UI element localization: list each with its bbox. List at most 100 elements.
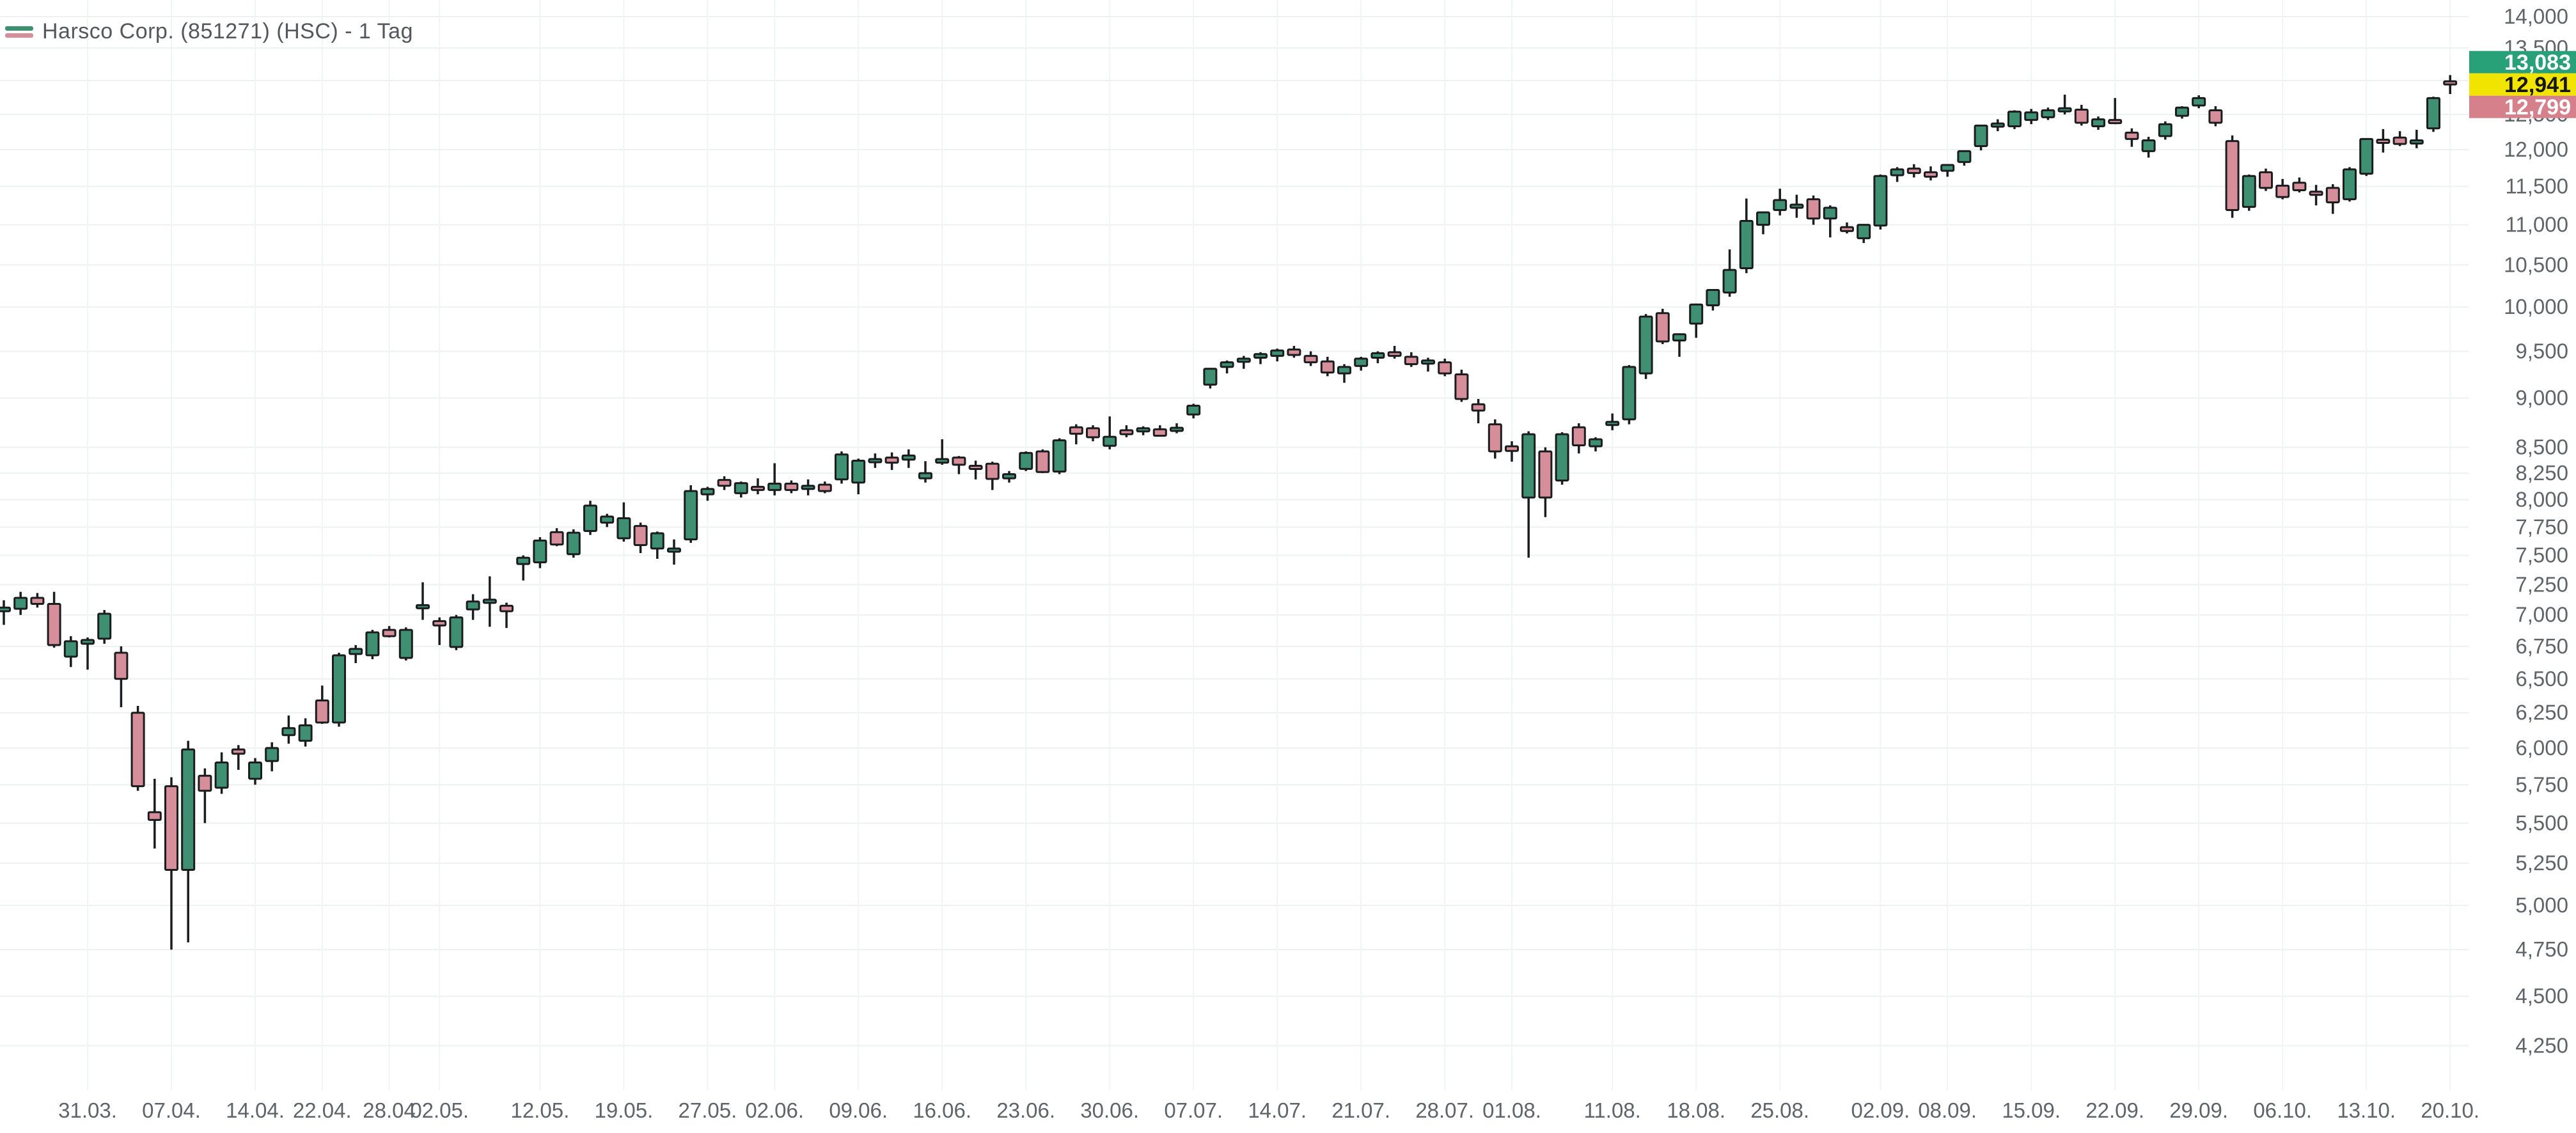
candlestick[interactable]	[1320, 357, 1335, 377]
candlestick[interactable]	[114, 646, 129, 708]
candlestick[interactable]	[918, 461, 932, 483]
candlestick[interactable]	[2426, 97, 2440, 132]
candlestick[interactable]	[1370, 351, 1385, 364]
candlestick[interactable]	[801, 479, 815, 496]
candlestick[interactable]	[1924, 166, 1938, 181]
candlestick[interactable]	[1052, 438, 1067, 474]
candlestick[interactable]	[2192, 95, 2206, 109]
candlestick[interactable]	[0, 600, 11, 625]
candlestick[interactable]	[1287, 345, 1301, 358]
candlestick[interactable]	[784, 480, 799, 494]
candlestick[interactable]	[1622, 364, 1637, 425]
candlestick[interactable]	[1035, 449, 1050, 473]
candlestick[interactable]	[700, 487, 715, 501]
candlestick[interactable]	[2041, 107, 2055, 120]
candlestick[interactable]	[2141, 137, 2156, 158]
candlestick[interactable]	[332, 652, 346, 727]
candlestick[interactable]	[2175, 106, 2189, 119]
candlestick[interactable]	[1555, 432, 1569, 485]
candlestick[interactable]	[985, 462, 1000, 490]
candlestick[interactable]	[1086, 425, 1100, 442]
candlestick[interactable]	[2024, 109, 2039, 125]
candlestick[interactable]	[1170, 423, 1184, 434]
candlestick[interactable]	[868, 453, 883, 468]
candlestick[interactable]	[1789, 194, 1804, 218]
candlestick[interactable]	[432, 617, 447, 645]
candlestick[interactable]	[2376, 129, 2391, 153]
candlestick[interactable]	[1103, 416, 1117, 449]
candlestick[interactable]	[734, 481, 748, 498]
candlestick[interactable]	[901, 449, 916, 468]
candlestick[interactable]	[1521, 431, 1536, 558]
candlestick[interactable]	[1873, 174, 1888, 230]
candlestick[interactable]	[2057, 95, 2072, 114]
candlestick[interactable]	[1571, 423, 1586, 454]
candlestick[interactable]	[482, 576, 497, 627]
candlestick[interactable]	[583, 501, 597, 535]
candlestick[interactable]	[767, 463, 782, 496]
candlestick[interactable]	[1940, 164, 1955, 177]
candlestick[interactable]	[1152, 425, 1167, 437]
candlestick[interactable]	[2309, 185, 2323, 206]
candlestick[interactable]	[1002, 471, 1016, 483]
candlestick[interactable]	[667, 539, 681, 565]
candlestick[interactable]	[1840, 222, 1854, 234]
candlestick[interactable]	[533, 537, 547, 568]
candlestick[interactable]	[2409, 129, 2424, 148]
candlestick[interactable]	[198, 768, 212, 824]
candlestick[interactable]	[935, 439, 950, 465]
candlestick[interactable]	[499, 602, 514, 629]
candlestick[interactable]	[382, 626, 397, 637]
candlestick[interactable]	[1270, 348, 1285, 362]
candlestick[interactable]	[884, 452, 899, 471]
candlestick[interactable]	[1655, 308, 1670, 345]
candlestick[interactable]	[1906, 164, 1921, 178]
candlestick[interactable]	[1538, 447, 1553, 517]
candlestick[interactable]	[1203, 368, 1218, 389]
candlestick[interactable]	[1337, 364, 1351, 383]
candlestick[interactable]	[2275, 178, 2290, 199]
candlestick[interactable]	[1638, 314, 1653, 379]
candlestick[interactable]	[817, 481, 832, 494]
candlestick[interactable]	[1119, 425, 1134, 437]
candlestick[interactable]	[2359, 137, 2374, 176]
candlestick[interactable]	[2158, 121, 2172, 140]
candlestick[interactable]	[2259, 168, 2273, 191]
candlestick[interactable]	[600, 513, 615, 527]
candlestick[interactable]	[1303, 351, 1318, 366]
candlestick[interactable]	[281, 715, 296, 744]
candlestick[interactable]	[248, 758, 262, 785]
candlestick[interactable]	[1773, 189, 1787, 215]
candlestick[interactable]	[466, 594, 480, 620]
candlestick[interactable]	[1689, 303, 1704, 338]
candlestick[interactable]	[1890, 167, 1905, 182]
candlestick[interactable]	[2225, 135, 2240, 218]
candlestick[interactable]	[835, 451, 849, 484]
candlestick[interactable]	[549, 528, 564, 547]
candlestick[interactable]	[2343, 167, 2357, 202]
candlestick[interactable]	[2242, 174, 2256, 211]
candlestick[interactable]	[1505, 441, 1519, 462]
candlestick[interactable]	[2007, 110, 2022, 129]
candlestick[interactable]	[1236, 356, 1251, 369]
candlestick[interactable]	[2124, 128, 2139, 147]
candlestick[interactable]	[2074, 104, 2089, 126]
candlestick[interactable]	[1069, 424, 1083, 444]
candlestick[interactable]	[1186, 403, 1201, 419]
candlestick[interactable]	[1823, 205, 1837, 238]
candlestick[interactable]	[1253, 352, 1268, 364]
candlestick[interactable]	[30, 593, 45, 608]
candlestick[interactable]	[1438, 358, 1452, 377]
candlestick[interactable]	[2208, 106, 2223, 127]
candlestick[interactable]	[97, 610, 112, 644]
candlestick[interactable]	[851, 458, 866, 495]
candlestick[interactable]	[2292, 177, 2307, 192]
candlestick[interactable]	[684, 485, 698, 543]
candlestick[interactable]	[617, 502, 631, 542]
candlestick[interactable]	[1990, 119, 2005, 132]
candlestick[interactable]	[265, 742, 279, 772]
candlestick[interactable]	[1672, 333, 1686, 357]
candlestick[interactable]	[81, 637, 95, 670]
candlestick[interactable]	[298, 718, 313, 747]
candlestick[interactable]	[650, 531, 664, 559]
